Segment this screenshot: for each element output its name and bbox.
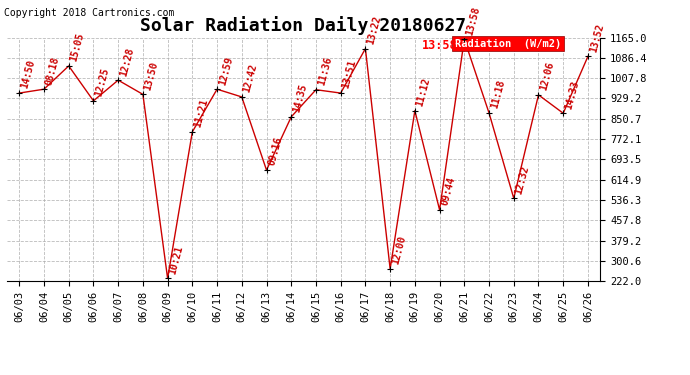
Text: 14:50: 14:50 (19, 59, 37, 90)
Text: 14:35: 14:35 (291, 83, 308, 114)
Text: 12:25: 12:25 (93, 67, 110, 98)
Text: 12:00: 12:00 (390, 235, 407, 266)
Text: 12:32: 12:32 (514, 164, 531, 195)
Text: 11:18: 11:18 (489, 79, 506, 110)
Text: 11:21: 11:21 (193, 98, 210, 129)
Text: 09:16: 09:16 (266, 136, 284, 167)
Text: 12:28: 12:28 (118, 46, 135, 77)
Text: 13:52: 13:52 (588, 22, 605, 53)
Text: Radiation  (W/m2): Radiation (W/m2) (455, 39, 561, 49)
Text: 14:33: 14:33 (563, 79, 580, 110)
Title: Solar Radiation Daily 20180627: Solar Radiation Daily 20180627 (141, 16, 466, 34)
Text: 12:06: 12:06 (538, 61, 555, 92)
Text: 13:58: 13:58 (464, 5, 482, 36)
Text: 13:58: 13:58 (422, 39, 458, 52)
Text: 09:44: 09:44 (440, 176, 457, 207)
Text: 13:22: 13:22 (366, 15, 383, 45)
Text: 12:59: 12:59 (217, 55, 235, 86)
Text: 11:12: 11:12 (415, 76, 432, 108)
Text: 11:36: 11:36 (316, 56, 333, 87)
Text: Copyright 2018 Cartronics.com: Copyright 2018 Cartronics.com (4, 8, 175, 18)
Text: 15:05: 15:05 (69, 32, 86, 63)
Text: 13:51: 13:51 (341, 59, 358, 90)
Text: 13:50: 13:50 (143, 60, 160, 91)
Text: 10:21: 10:21 (168, 244, 185, 275)
Text: 08:18: 08:18 (44, 55, 61, 86)
Text: 12:42: 12:42 (241, 63, 259, 94)
